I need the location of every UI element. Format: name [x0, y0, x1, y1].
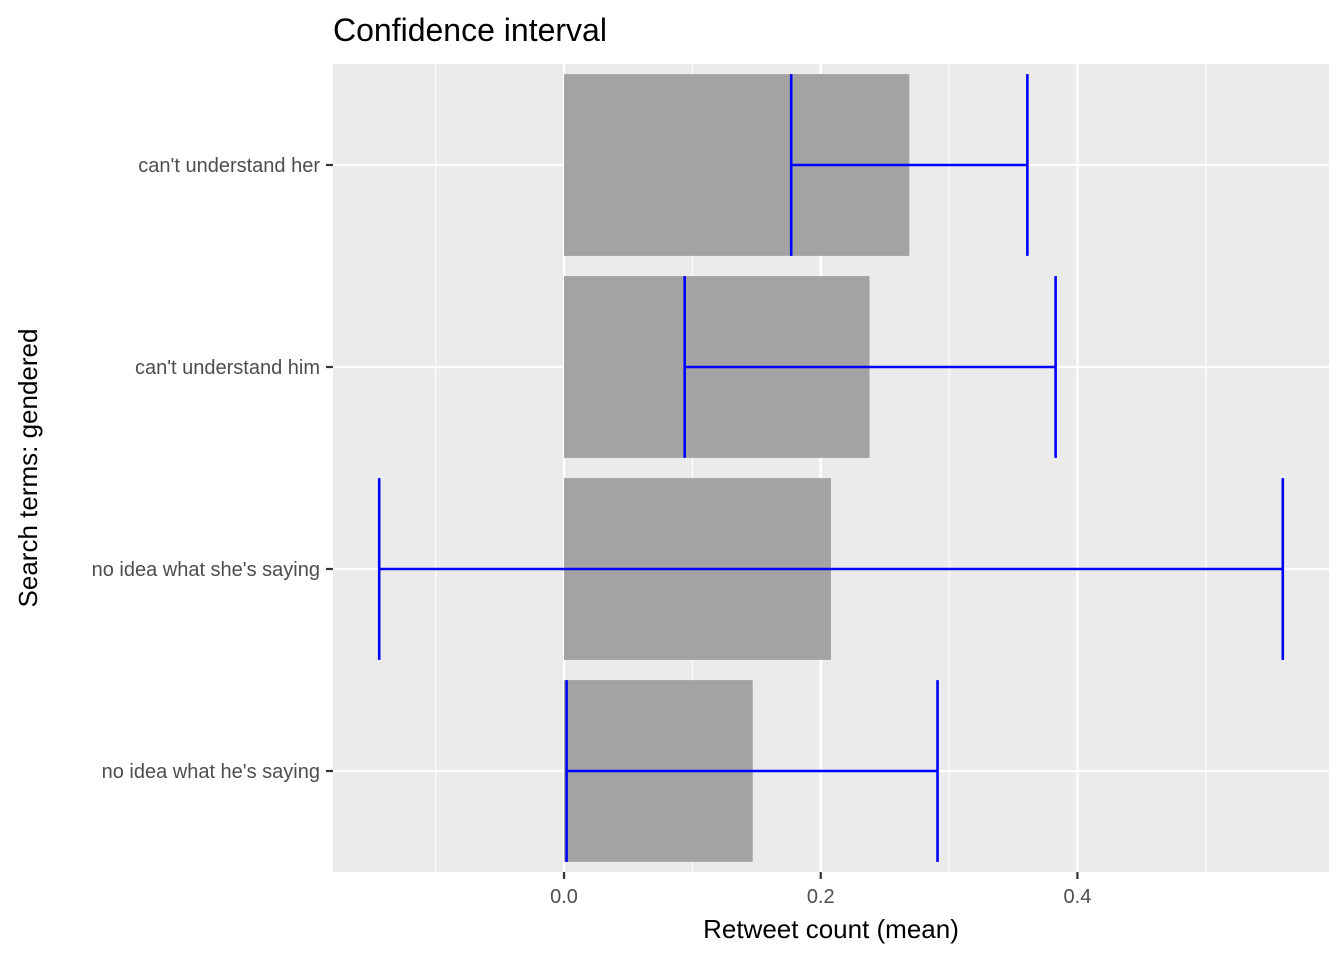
y-tick-label: no idea what he's saying	[102, 761, 320, 783]
error-bar	[683, 276, 1057, 458]
x-tick-label: 0.2	[807, 886, 835, 908]
y-tick-label: can't understand her	[138, 155, 320, 177]
y-axis: can't understand her can't understand him…	[92, 155, 333, 783]
x-tick-label: 0.0	[550, 886, 578, 908]
error-bars	[377, 74, 1285, 862]
error-bar	[565, 680, 939, 862]
y-tick-label: can't understand him	[135, 357, 320, 379]
error-bar	[789, 74, 1029, 256]
y-axis-title: Search terms: gendered	[13, 329, 43, 608]
x-axis: 0.0 0.2 0.4	[550, 872, 1091, 908]
x-tick-label: 0.4	[1064, 886, 1092, 908]
y-tick-label: no idea what she's saying	[92, 559, 320, 581]
error-bar	[377, 478, 1285, 660]
x-axis-title: Retweet count (mean)	[703, 914, 959, 944]
chart-title: Confidence interval	[333, 12, 607, 48]
